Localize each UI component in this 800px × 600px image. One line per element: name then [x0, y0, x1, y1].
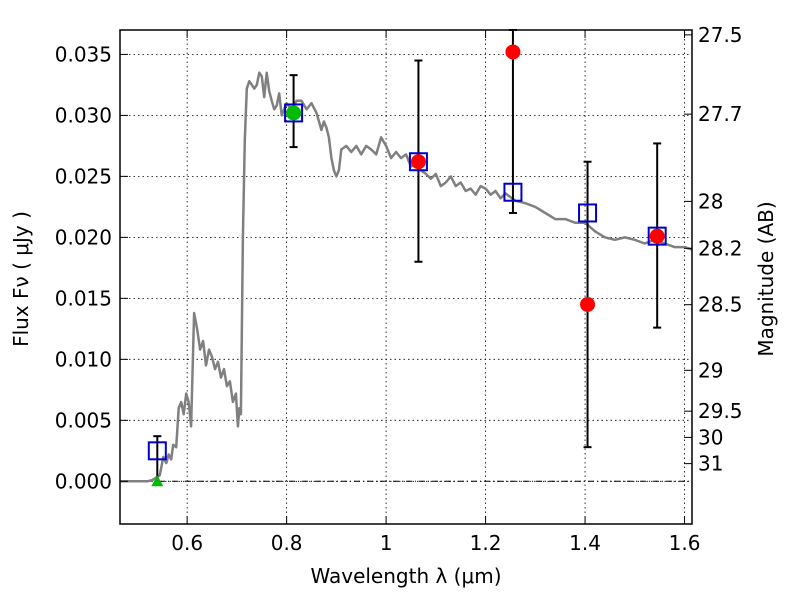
right-axis-label: Magnitude (AB) — [754, 201, 778, 356]
x-tick-label: 1.4 — [569, 531, 601, 555]
flux-point — [505, 44, 521, 60]
right-tick-label: 29.5 — [698, 399, 743, 423]
x-tick-label: 1.6 — [669, 531, 701, 555]
right-tick-label: 29 — [698, 358, 723, 382]
series-layer — [120, 29, 693, 487]
model-photometry-square — [578, 203, 598, 223]
y-tick-label: 0.010 — [55, 347, 112, 371]
upper-limit-triangle — [151, 475, 164, 487]
model-photometry-square — [647, 226, 667, 246]
right-tick-label: 31 — [698, 452, 723, 476]
flux-point — [580, 296, 596, 312]
right-tick-label: 27.5 — [698, 23, 743, 47]
y-tick-label: 0.005 — [55, 408, 112, 432]
y-tick-label: 0.000 — [55, 469, 112, 493]
right-tick-label: 27.7 — [698, 102, 743, 126]
right-tick-label: 28.5 — [698, 293, 743, 317]
y-tick-label: 0.015 — [55, 286, 112, 310]
flux-point — [649, 228, 665, 244]
x-tick-label: 0.6 — [171, 531, 203, 555]
model-photometry-square — [284, 103, 304, 123]
y-tick-label: 0.035 — [55, 42, 112, 66]
plot-frame — [119, 29, 693, 525]
x-axis-ticks: 0.6 0.8 1 1.2 1.4 1.6 — [171, 30, 700, 555]
right-tick-label: 28.2 — [698, 236, 743, 260]
flux-point — [286, 105, 302, 121]
y-tick-label: 0.030 — [55, 103, 112, 127]
sed-model-line — [120, 71, 693, 483]
x-axis-label: Wavelength λ (μm) — [310, 564, 501, 588]
x-tick-label: 0.8 — [271, 531, 303, 555]
model-photometry-square — [503, 182, 523, 202]
right-tick-label: 30 — [698, 425, 723, 449]
model-photometry-square — [408, 152, 428, 172]
y-axis-label: Flux Fν ( μJy ) — [9, 211, 33, 347]
x-tick-label: 1 — [380, 531, 393, 555]
right-tick-label: 28 — [698, 189, 723, 213]
y-tick-label: 0.020 — [55, 225, 112, 249]
x-tick-label: 1.2 — [470, 531, 502, 555]
flux-point — [410, 154, 426, 170]
y-axis-ticks: 0.000 0.005 0.010 0.015 0.020 0.025 0.030 0.035 — [55, 42, 128, 493]
model-photometry-square — [147, 441, 167, 461]
right-axis-ticks: 27.5 27.7 28 28.2 28.5 29 29.530 31 — [684, 23, 743, 476]
y-tick-label: 0.025 — [55, 164, 112, 188]
